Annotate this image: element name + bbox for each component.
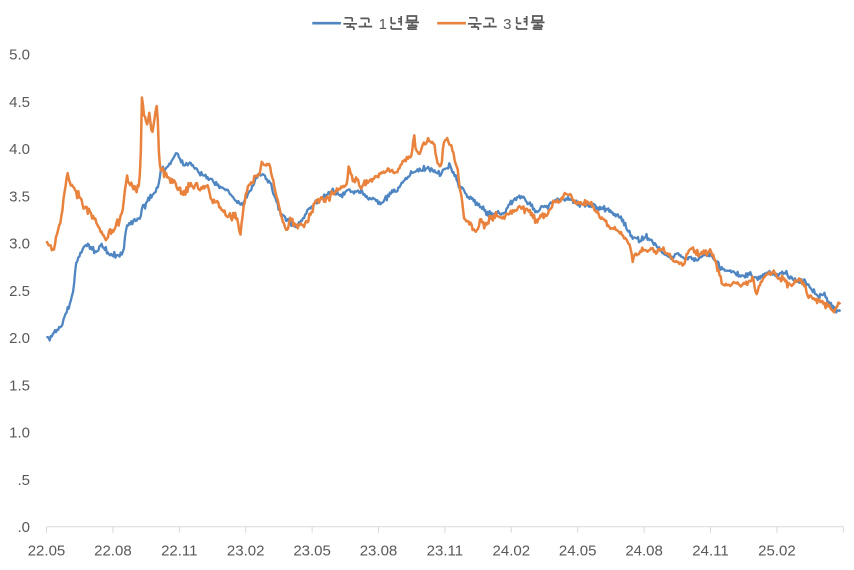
svg-text:3.0: 3.0 bbox=[9, 236, 30, 253]
svg-text:24.05: 24.05 bbox=[559, 543, 597, 560]
svg-text:22.05: 22.05 bbox=[28, 543, 66, 560]
svg-text:22.11: 22.11 bbox=[161, 543, 197, 560]
svg-text:1: 1 bbox=[379, 16, 387, 33]
svg-text:3: 3 bbox=[503, 16, 511, 33]
svg-text:22.08: 22.08 bbox=[94, 543, 132, 560]
svg-text:4.5: 4.5 bbox=[9, 94, 30, 111]
svg-text:23.11: 23.11 bbox=[427, 543, 463, 560]
svg-text:24.02: 24.02 bbox=[493, 543, 531, 560]
svg-text:1.5: 1.5 bbox=[9, 377, 30, 394]
svg-text:3.5: 3.5 bbox=[9, 188, 30, 205]
svg-text:24.11: 24.11 bbox=[692, 543, 728, 560]
svg-text:2.5: 2.5 bbox=[9, 283, 30, 300]
svg-text:1.0: 1.0 bbox=[9, 425, 30, 442]
svg-text:25.02: 25.02 bbox=[758, 543, 796, 560]
svg-text:5.0: 5.0 bbox=[9, 47, 30, 64]
svg-text:4.0: 4.0 bbox=[9, 141, 30, 158]
svg-text:23.05: 23.05 bbox=[293, 543, 331, 560]
svg-text:24.08: 24.08 bbox=[625, 543, 663, 560]
svg-text:23.02: 23.02 bbox=[227, 543, 265, 560]
svg-text:.5: .5 bbox=[17, 472, 30, 489]
svg-text:23.08: 23.08 bbox=[360, 543, 398, 560]
svg-text:2.0: 2.0 bbox=[9, 330, 30, 347]
svg-text:.0: .0 bbox=[17, 519, 30, 536]
